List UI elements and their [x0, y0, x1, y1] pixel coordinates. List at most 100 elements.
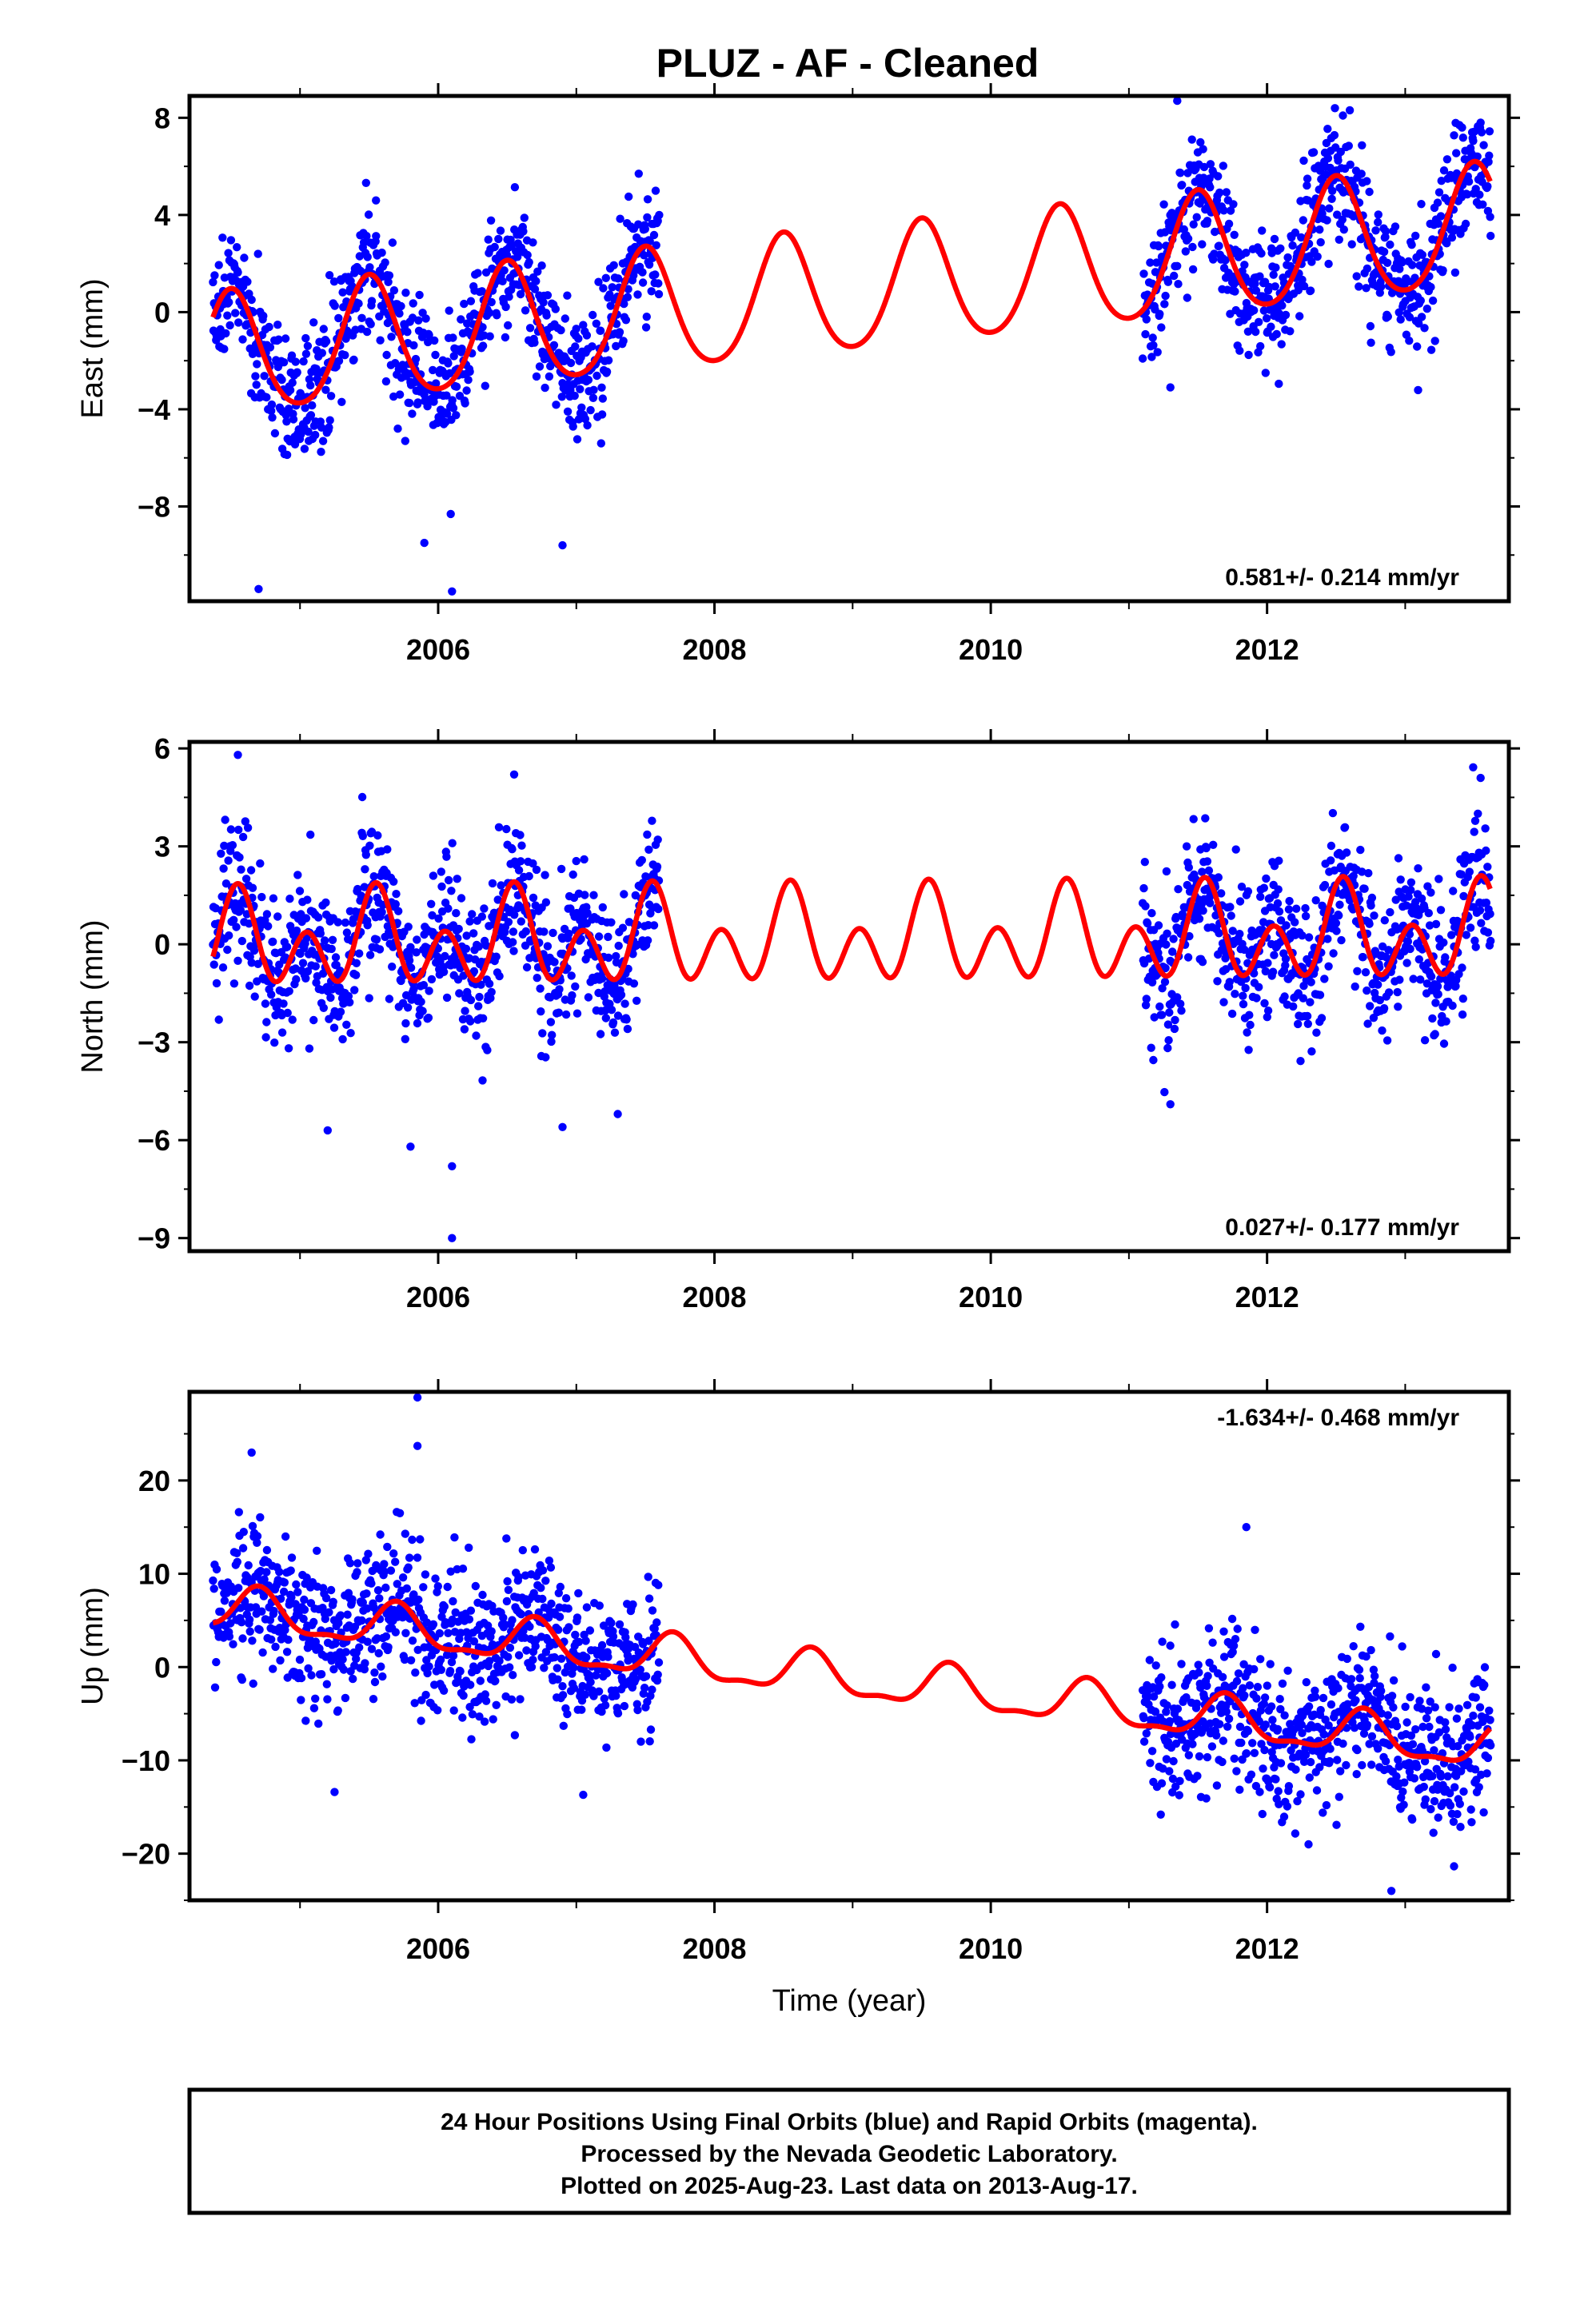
data-point: [301, 1716, 310, 1725]
data-point: [209, 1576, 217, 1585]
data-point: [1145, 1656, 1155, 1664]
data-point: [1426, 972, 1436, 981]
data-point: [1148, 333, 1157, 342]
data-point: [565, 929, 573, 939]
data-point: [632, 996, 641, 1006]
data-point: [1474, 1783, 1483, 1792]
data-point: [454, 924, 463, 934]
y-tick-label: −10: [122, 1744, 170, 1777]
data-point: [1203, 1752, 1212, 1762]
data-point: [405, 398, 414, 408]
data-point: [261, 1033, 270, 1042]
data-point: [494, 823, 504, 832]
data-point: [448, 587, 457, 596]
data-point: [1422, 979, 1432, 988]
data-point: [1227, 1009, 1237, 1018]
data-point: [1420, 1036, 1430, 1045]
data-point: [1406, 878, 1416, 887]
data-point: [633, 1705, 642, 1715]
data-point: [462, 386, 471, 395]
data-point: [1395, 265, 1404, 273]
data-point: [300, 1605, 309, 1614]
data-point: [299, 357, 308, 366]
data-point: [1324, 962, 1333, 971]
data-point: [329, 1664, 338, 1674]
data-point: [265, 322, 273, 332]
data-point: [519, 1627, 528, 1636]
data-point: [260, 372, 269, 381]
data-point: [419, 981, 429, 990]
data-point: [288, 1015, 297, 1024]
x-tick-label: 2010: [959, 1932, 1023, 1965]
data-point: [409, 341, 418, 350]
data-point: [355, 949, 364, 958]
data-point: [637, 855, 646, 865]
data-point: [224, 249, 233, 257]
data-point: [304, 1664, 313, 1673]
data-point: [365, 994, 373, 1003]
data-point: [1462, 1700, 1472, 1709]
data-point: [1422, 1683, 1430, 1692]
data-point: [461, 399, 469, 408]
data-point: [235, 853, 244, 862]
data-point: [1274, 1787, 1283, 1796]
data-point: [388, 238, 397, 247]
data-point: [1198, 240, 1207, 249]
data-point: [1156, 1810, 1165, 1819]
data-point: [1177, 1007, 1186, 1015]
data-point: [533, 267, 542, 276]
data-point: [634, 169, 643, 178]
data-point: [1436, 1772, 1446, 1781]
data-point: [431, 350, 440, 360]
data-point: [582, 331, 592, 340]
data-point: [1363, 177, 1371, 185]
data-point: [303, 895, 312, 904]
data-point: [210, 271, 219, 280]
data-point: [1480, 1680, 1489, 1689]
x-tick-label: 2008: [682, 1932, 746, 1965]
data-point: [1311, 1686, 1319, 1695]
data-point: [643, 830, 652, 839]
data-point: [1199, 162, 1209, 172]
data-point: [644, 921, 652, 930]
data-point: [1219, 206, 1228, 215]
data-point: [365, 951, 375, 959]
x-tick-label: 2008: [682, 1281, 746, 1313]
data-point: [478, 1014, 488, 1023]
data-point: [283, 1008, 292, 1018]
data-point: [429, 871, 438, 880]
data-point: [1149, 1055, 1158, 1065]
data-point: [652, 1618, 661, 1627]
data-point: [218, 233, 227, 242]
data-point: [569, 422, 577, 431]
data-point: [1139, 1713, 1148, 1723]
data-point: [577, 403, 586, 412]
data-point: [295, 1655, 305, 1664]
data-point: [267, 406, 276, 416]
data-point: [408, 1636, 417, 1645]
data-point: [1479, 141, 1488, 149]
data-point: [413, 398, 422, 407]
data-point: [275, 1568, 284, 1577]
data-point: [325, 1608, 333, 1617]
data-point: [212, 1657, 221, 1667]
data-point: [1381, 1756, 1390, 1766]
data-point: [1454, 1742, 1462, 1751]
data-point: [516, 1695, 525, 1704]
data-point: [301, 914, 311, 923]
model-curve: [210, 158, 1493, 406]
data-point: [321, 337, 331, 346]
data-point: [1376, 1692, 1385, 1701]
data-point: [453, 875, 461, 883]
data-point: [1176, 999, 1185, 1008]
data-point: [1358, 1760, 1367, 1770]
data-point: [1155, 1682, 1164, 1691]
data-point: [1242, 1523, 1251, 1532]
data-point: [1275, 1800, 1283, 1808]
data-point: [262, 1568, 271, 1577]
data-point: [604, 953, 613, 963]
data-point: [1319, 1808, 1327, 1817]
data-point: [1414, 319, 1423, 328]
data-point: [1235, 1785, 1244, 1794]
data-point: [418, 1007, 427, 1015]
